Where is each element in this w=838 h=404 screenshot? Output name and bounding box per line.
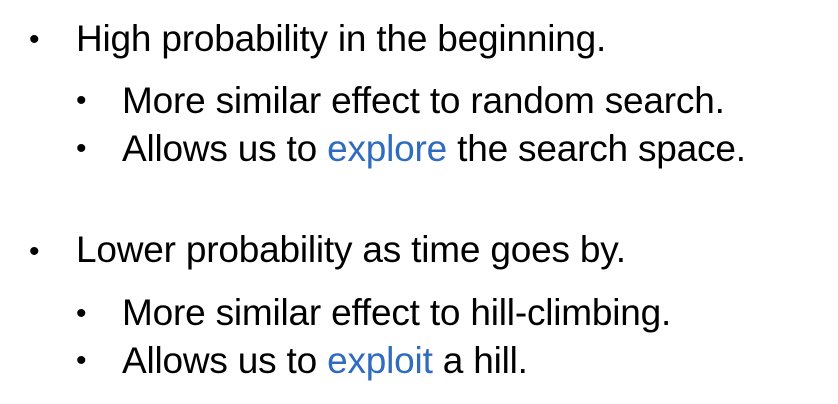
sub-bullet-2-2: • <box>76 344 87 377</box>
sub-bullet-1-1: • <box>76 84 87 117</box>
bullet-main-1-text: High probability in the beginning. <box>76 18 607 59</box>
sub-item-2-2-pre: Allows us to <box>122 340 328 381</box>
exploit-highlight: exploit <box>327 340 433 381</box>
sub-item-2-2: Allows us to exploit a hill. <box>122 342 528 379</box>
sub-item-2-2-post: a hill. <box>432 340 528 381</box>
sub-item-2-1-text: More similar effect to hill-climbing. <box>122 292 672 333</box>
sub-item-2-1: More similar effect to hill-climbing. <box>122 294 671 331</box>
explore-highlight: explore <box>327 128 448 169</box>
sub-bullet-1-2: • <box>76 132 87 165</box>
sub-item-1-2-pre: Allows us to <box>122 128 328 169</box>
sub-item-1-2-post: the search space. <box>447 128 746 169</box>
bullet-main-2-text: Lower probability as time goes by. <box>76 229 626 270</box>
sub-item-1-2: Allows us to explore the search space. <box>122 130 746 167</box>
sub-item-1-1-text: More similar effect to random search. <box>122 80 725 121</box>
bullet-main-2: Lower probability as time goes by. <box>76 231 626 268</box>
bullet-2: • <box>29 235 40 268</box>
bullet-1: • <box>29 23 40 56</box>
sub-bullet-2-1: • <box>76 297 87 330</box>
bullet-main-1: High probability in the beginning. <box>76 20 606 57</box>
sub-item-1-1: More similar effect to random search. <box>122 82 725 119</box>
